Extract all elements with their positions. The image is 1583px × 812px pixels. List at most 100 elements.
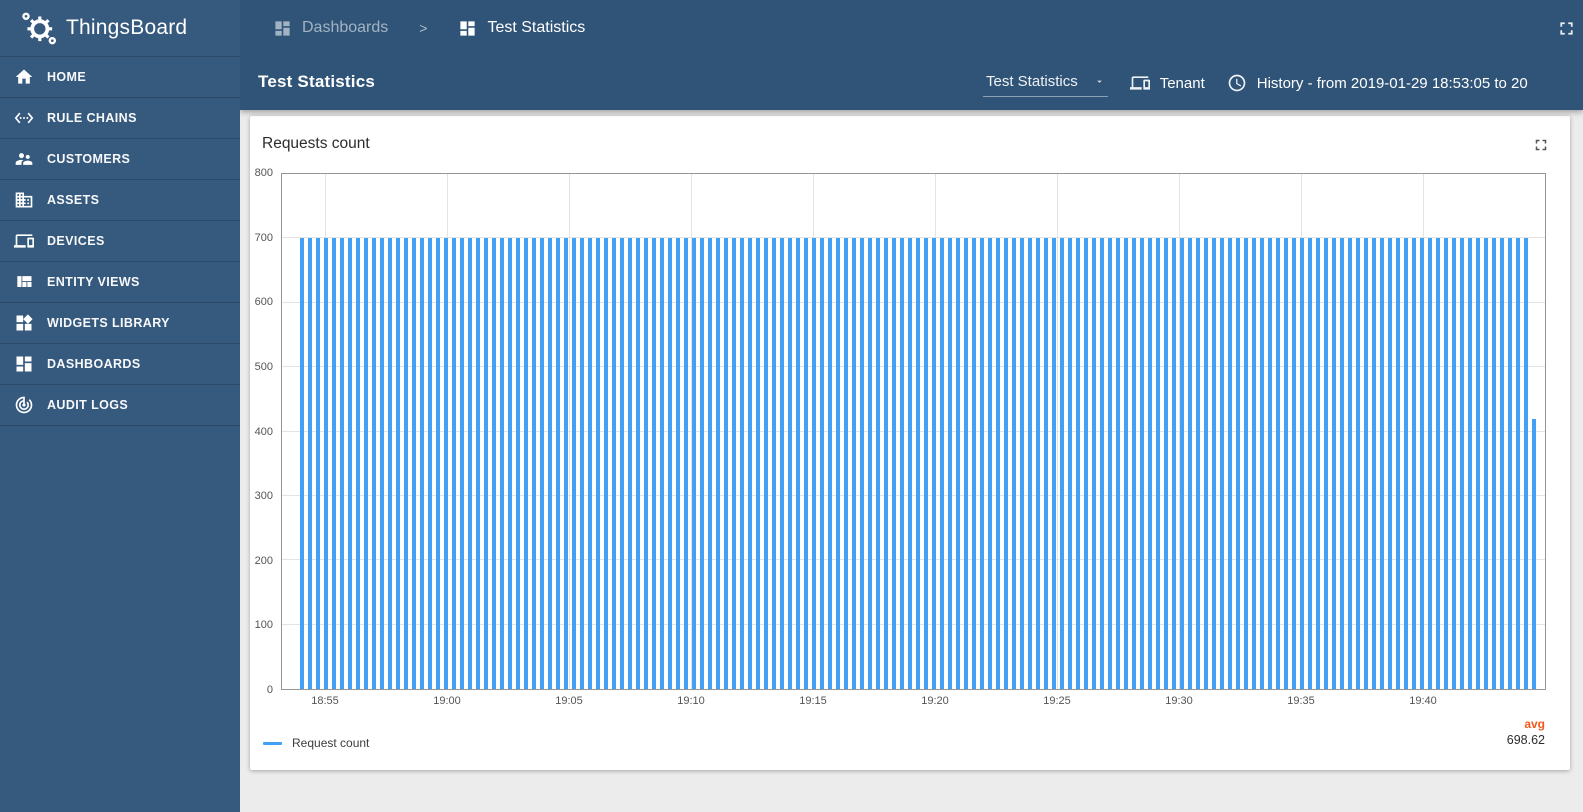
bar [1012, 238, 1016, 689]
dashboard-toolbar: Test Statistics Test Statistics Tenant H… [240, 56, 1583, 110]
bar [1460, 238, 1464, 689]
sidebar-item-label: DEVICES [47, 234, 105, 248]
bar [1020, 238, 1024, 689]
legend-item-request-count[interactable]: Request count [263, 736, 369, 750]
sidebar-item-assets[interactable]: ASSETS [0, 180, 240, 221]
breadcrumb-item-dashboards[interactable]: Dashboards [273, 19, 388, 38]
legend-color-swatch [263, 741, 282, 745]
bar [876, 238, 880, 689]
bar [340, 238, 344, 689]
bar [548, 238, 552, 689]
bar [564, 238, 568, 689]
dashboard-state-value: Test Statistics [986, 72, 1078, 90]
sidebar-item-dashboards[interactable]: DASHBOARDS [0, 344, 240, 385]
bar [1340, 238, 1344, 689]
bar [1196, 238, 1200, 689]
fullscreen-icon[interactable] [1556, 18, 1577, 39]
sidebar-item-audit-logs[interactable]: AUDIT LOGS [0, 385, 240, 426]
bar [1004, 238, 1008, 689]
breadcrumb-label: Test Statistics [487, 19, 586, 36]
entity-views-icon [14, 272, 34, 292]
sidebar-item-entity-views[interactable]: ENTITY VIEWS [0, 262, 240, 303]
bar [1116, 238, 1120, 689]
bar [460, 238, 464, 689]
bar [868, 238, 872, 689]
entity-button[interactable]: Tenant [1130, 73, 1205, 93]
bar [860, 238, 864, 689]
y-axis-tick-label: 0 [266, 684, 273, 696]
y-axis-tick-label: 600 [254, 296, 273, 309]
sidebar-item-home[interactable]: HOME [0, 57, 240, 98]
bar [1412, 238, 1416, 689]
sidebar-item-devices[interactable]: DEVICES [0, 221, 240, 262]
history-label: History - from 2019-01-29 18:53:05 to 20 [1256, 74, 1528, 92]
bar [788, 238, 792, 689]
bar [628, 238, 632, 689]
bar [700, 238, 704, 689]
sidebar: ThingsBoard HOME RULE CHAINS CUSTOMERS ASSE… [0, 0, 240, 812]
gridline-horizontal [282, 301, 1545, 303]
bar [1068, 238, 1072, 689]
bar [796, 238, 800, 689]
bar [1444, 238, 1448, 689]
legend-label: Request count [292, 736, 370, 750]
bar [1132, 238, 1136, 689]
bar [1276, 238, 1280, 689]
bar [332, 238, 336, 689]
bar [572, 238, 576, 689]
sidebar-item-label: CUSTOMERS [47, 152, 131, 166]
bar [900, 238, 904, 689]
bar [748, 238, 752, 689]
bar [444, 238, 448, 689]
bar-chart-plot[interactable] [281, 173, 1546, 690]
gridline-horizontal [282, 366, 1545, 368]
sidebar-item-rule-chains[interactable]: RULE CHAINS [0, 98, 240, 139]
dashboard-state-select[interactable]: Test Statistics [983, 70, 1108, 97]
bar [1404, 238, 1408, 689]
app-logo[interactable]: ThingsBoard [0, 0, 240, 56]
top-header: Dashboards > Test Statistics Test Statis… [240, 0, 1583, 110]
bar [1500, 238, 1504, 689]
history-timewindow-button[interactable]: History - from 2019-01-29 18:53:05 to 20 [1227, 73, 1528, 93]
bar [1028, 238, 1032, 689]
bar [412, 238, 416, 689]
app-name: ThingsBoard [66, 16, 188, 39]
sidebar-item-customers[interactable]: CUSTOMERS [0, 139, 240, 180]
widget-title: Requests count [262, 135, 370, 152]
bar [1332, 238, 1336, 689]
bar [428, 238, 432, 689]
x-axis-tick-label: 18:55 [311, 695, 339, 707]
bar [1124, 238, 1128, 689]
sidebar-item-widgets-library[interactable]: WIDGETS LIBRARY [0, 303, 240, 344]
bar [308, 238, 312, 689]
breadcrumb: Dashboards > Test Statistics [240, 0, 1583, 56]
x-axis-tick-label: 19:30 [1165, 695, 1193, 707]
bar [1300, 238, 1304, 689]
bar [908, 238, 912, 689]
bar [772, 238, 776, 689]
bar [996, 238, 1000, 689]
bar [1476, 238, 1480, 689]
x-axis-tick-label: 19:05 [555, 695, 583, 707]
widgets-library-icon [14, 313, 34, 333]
breadcrumb-label: Dashboards [302, 19, 389, 36]
sidebar-item-label: ASSETS [47, 193, 100, 207]
bar [476, 238, 480, 689]
gridline-horizontal [282, 559, 1545, 561]
bar [820, 238, 824, 689]
customers-icon [14, 149, 34, 169]
y-axis-tick-label: 400 [254, 425, 273, 438]
bar [692, 238, 696, 689]
bar [668, 238, 672, 689]
bar [1204, 238, 1208, 689]
breadcrumb-item-test-statistics[interactable]: Test Statistics [458, 19, 585, 38]
bar [836, 238, 840, 689]
bar [1052, 238, 1056, 689]
bar [1284, 238, 1288, 689]
widget-fullscreen-icon[interactable] [1532, 136, 1550, 154]
bar [524, 238, 528, 689]
x-axis-tick-label: 19:40 [1409, 695, 1437, 707]
bar [540, 238, 544, 689]
x-axis-tick-label: 19:10 [677, 695, 705, 707]
x-axis-tick-label: 19:00 [433, 695, 461, 707]
